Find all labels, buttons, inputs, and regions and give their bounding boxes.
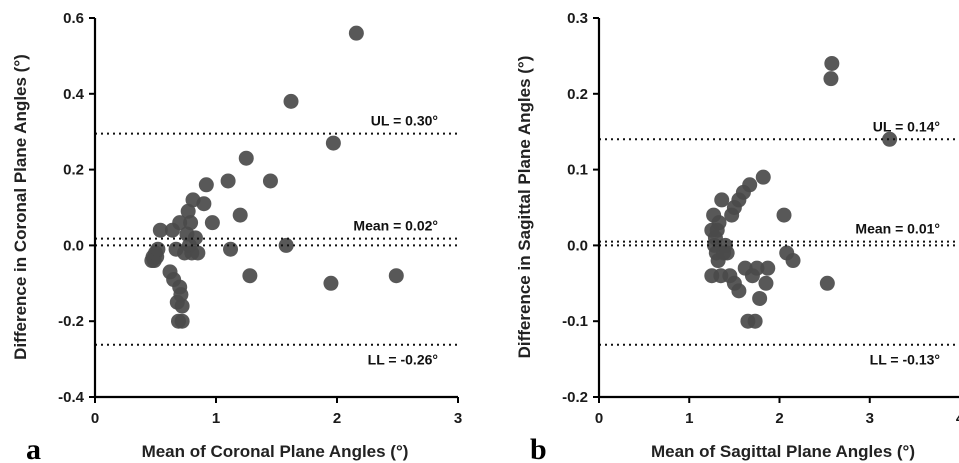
panel-a-data-point <box>174 298 190 314</box>
panel-a-data-point <box>180 203 196 219</box>
panel-b-data-point <box>760 260 776 276</box>
panel-b-label: b <box>530 433 547 463</box>
panel-a-reference-line-label: Mean = 0.02° <box>353 218 438 234</box>
panel-b-reference-lines: UL = 0.14° Mean = 0.01° LL = -0.13° <box>599 118 959 368</box>
panel-b-y-tick-label: 0.2 <box>567 86 588 103</box>
panel-a-y-tick-label: 0.4 <box>63 86 85 103</box>
panel-a-y-axis-title: Difference in Coronal Plane Angles (°) <box>11 54 30 360</box>
panel-b-data-point <box>755 169 771 185</box>
panel-b-points <box>704 55 898 329</box>
panel-b-x-tick-label: 0 <box>595 410 603 427</box>
panel-b-x-tick-label: 4 <box>956 410 959 427</box>
panel-a-reference-line-label: UL = 0.30° <box>371 113 438 129</box>
panel-b-y-axis-title: Difference in Sagittal Plane Angles (°) <box>515 56 534 359</box>
panel-b-y-tick-label: -0.1 <box>562 313 588 330</box>
panel-a-data-point <box>325 135 341 151</box>
panel-a-data-point <box>262 173 278 189</box>
panel-a-y-tick-label: -0.2 <box>58 313 84 330</box>
panel-b-data-point <box>758 275 774 291</box>
panel-a-points <box>144 25 404 329</box>
panel-a-data-point <box>348 25 364 41</box>
panel-a-x-tick-label: 1 <box>212 410 220 427</box>
panel-a-data-point <box>183 215 199 231</box>
panel-a-y-tick-label: 0.2 <box>63 162 84 179</box>
panel-a-data-point <box>242 268 258 284</box>
panel-a-y-tick-label: 0.6 <box>63 10 84 27</box>
panel-a-data-point <box>323 275 339 291</box>
panel-b-y-tick-label: 0.0 <box>567 237 588 254</box>
panel-b-y-tick-label: 0.3 <box>567 10 588 27</box>
panel-b-x-tick-label: 1 <box>685 410 693 427</box>
panel-a-data-point <box>190 245 206 261</box>
panel-b-data-point <box>749 260 765 276</box>
panel-b-data-point <box>752 290 768 306</box>
panel-a-x-tick-label: 2 <box>333 410 341 427</box>
panel-b-data-point <box>742 177 758 193</box>
panel-a-data-point <box>198 177 214 193</box>
panel-b-data-point <box>714 192 730 208</box>
panel-a-data-point <box>172 215 188 231</box>
panel-a-data-point <box>388 268 404 284</box>
panel-a-data-point <box>174 313 190 329</box>
panel-b-data-point <box>785 253 801 269</box>
panel-a-reference-lines: UL = 0.30° Mean = 0.02° LL = -0.26° <box>95 113 458 368</box>
panel-b-reference-line-label: LL = -0.13° <box>870 352 940 368</box>
panel-b-x-axis-title: Mean of Sagittal Plane Angles (°) <box>651 442 915 461</box>
panel-b-x-tick-label: 2 <box>775 410 783 427</box>
panel-b-x-tick-label: 3 <box>866 410 874 427</box>
panel-a-chart: UL = 0.30°Mean = 0.02°LL = -0.26° -0.4-0… <box>11 10 462 463</box>
panel-b-reference-line-label: Mean = 0.01° <box>855 221 940 237</box>
panel-b-data-point <box>823 71 839 87</box>
panel-b-reference-line-label: UL = 0.14° <box>873 118 940 134</box>
panel-b-axes <box>597 18 959 399</box>
panel-a-y-tick-label: 0.0 <box>63 237 84 254</box>
panel-a-data-point <box>223 241 239 257</box>
panel-b-chart: UL = 0.14°Mean = 0.01°LL = -0.13° -0.2-0… <box>515 10 959 463</box>
panel-b-data-point <box>719 245 735 261</box>
panel-a-data-point <box>283 93 299 109</box>
panel-a-reference-line-label: LL = -0.26° <box>368 352 438 368</box>
panel-a-data-point <box>196 196 212 212</box>
panel-b-data-point <box>776 207 792 223</box>
panel-b-ticks: -0.2 -0.1 0.0 0.1 0.2 0.3 0 1 2 3 4 <box>562 10 959 427</box>
panel-b-y-tick-label: -0.2 <box>562 389 588 406</box>
panel-a-data-point <box>204 215 220 231</box>
panel-a-axes <box>93 18 458 399</box>
panel-a-data-point <box>232 207 248 223</box>
panel-a-data-point <box>152 222 168 238</box>
panel-a-x-tick-label: 3 <box>454 410 462 427</box>
panel-a-x-axis-title: Mean of Coronal Plane Angles (°) <box>142 442 409 461</box>
panel-a-data-point <box>278 237 294 253</box>
panel-a-data-point <box>173 287 189 303</box>
panel-a-data-point <box>187 230 203 246</box>
panel-b-data-point <box>731 283 747 299</box>
panel-b-y-tick-label: 0.1 <box>567 162 588 179</box>
panel-a-y-tick-label: -0.4 <box>58 389 85 406</box>
panel-a-ticks: -0.4 -0.2 0.0 0.2 0.4 0.6 0 1 2 3 <box>58 10 462 427</box>
panel-b-data-point <box>824 55 840 71</box>
panel-a-x-tick-label: 0 <box>91 410 99 427</box>
panel-b-data-point <box>747 313 763 329</box>
panel-b-data-point <box>711 215 727 231</box>
panel-b-data-point <box>882 131 898 147</box>
panel-a-data-point <box>238 150 254 166</box>
panel-a-data-point <box>150 241 166 257</box>
panel-a-data-point <box>220 173 236 189</box>
panel-b-data-point <box>819 275 835 291</box>
panel-a-label: a <box>26 433 41 463</box>
